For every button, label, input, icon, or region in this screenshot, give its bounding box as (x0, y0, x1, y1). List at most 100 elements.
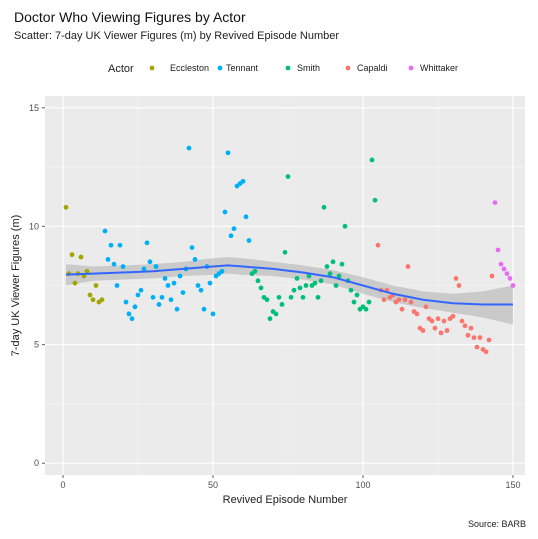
y-axis-label: 7-day UK Viewer Figures (m) (10, 215, 22, 357)
point-tennant (102, 228, 108, 234)
point-smith (285, 174, 291, 179)
legend-label-capaldi: Capaldi (357, 63, 388, 73)
point-eccleston (87, 292, 93, 298)
point-tennant (129, 316, 135, 322)
point-capaldi (381, 297, 387, 303)
point-smith (336, 273, 342, 279)
point-tennant (222, 209, 228, 215)
point-capaldi (459, 318, 465, 324)
point-tennant (201, 306, 207, 312)
point-tennant (141, 266, 147, 272)
point-capaldi (465, 332, 471, 338)
point-tennant (219, 268, 225, 274)
legend-label-tennant: Tennant (226, 63, 259, 73)
x-tick-label: 50 (208, 480, 218, 490)
point-tennant (150, 294, 156, 300)
point-smith (291, 287, 297, 293)
point-smith (282, 249, 288, 255)
point-capaldi (435, 316, 441, 322)
legend-label-smith: Smith (297, 63, 320, 73)
point-smith (300, 294, 306, 300)
x-tick-label: 150 (505, 480, 520, 490)
x-axis-label: Revived Episode Number (223, 494, 348, 506)
point-tennant (210, 311, 216, 317)
point-smith (327, 271, 333, 277)
chart-caption: Source: BARB (467, 519, 526, 529)
point-capaldi (441, 318, 447, 324)
point-capaldi (489, 273, 495, 279)
point-tennant (243, 214, 249, 220)
point-tennant (144, 240, 150, 246)
point-smith (315, 294, 321, 300)
point-capaldi (438, 330, 444, 336)
point-capaldi (429, 318, 435, 324)
point-capaldi (468, 325, 474, 331)
point-eccleston (72, 280, 78, 286)
smooth-ribbon (66, 257, 513, 325)
point-tennant (192, 257, 198, 262)
point-capaldi (453, 275, 459, 281)
point-capaldi (399, 306, 405, 312)
point-eccleston (78, 254, 84, 260)
point-eccleston (84, 268, 90, 274)
point-tennant (198, 287, 204, 293)
point-smith (321, 204, 327, 210)
point-tennant (231, 226, 237, 232)
y-tick-label: 5 (34, 340, 39, 350)
point-tennant (228, 233, 234, 239)
point-eccleston (63, 204, 69, 210)
point-tennant (165, 283, 171, 288)
point-eccleston (90, 297, 96, 303)
point-smith (324, 264, 330, 269)
point-tennant (240, 178, 246, 184)
point-tennant (189, 245, 195, 251)
point-capaldi (432, 325, 438, 331)
point-tennant (105, 257, 111, 262)
point-smith (351, 299, 357, 305)
point-tennant (246, 238, 252, 243)
point-tennant (138, 287, 144, 293)
chart-subtitle: Scatter: 7-day UK Viewer Figures (m) by … (14, 30, 340, 42)
point-smith (294, 275, 300, 281)
point-tennant (147, 259, 153, 265)
legend-title: Actor (108, 63, 134, 75)
point-tennant (135, 292, 141, 298)
point-capaldi (483, 349, 489, 355)
point-capaldi (414, 311, 420, 317)
point-capaldi (474, 344, 480, 350)
point-tennant (126, 311, 132, 317)
point-eccleston (93, 283, 99, 288)
point-tennant (162, 275, 168, 281)
point-whittaker (501, 266, 507, 272)
point-whittaker (510, 283, 516, 288)
point-tennant (114, 283, 120, 288)
legend-key-whittaker (408, 65, 414, 71)
point-smith (279, 302, 285, 307)
point-smith (363, 306, 369, 312)
legend-key-smith (285, 65, 291, 71)
point-tennant (159, 294, 165, 300)
point-smith (339, 261, 345, 267)
point-tennant (111, 261, 117, 267)
legend-label-whittaker: Whittaker (420, 63, 458, 73)
legend-label-eccleston: Eccleston (170, 63, 209, 73)
point-smith (333, 283, 339, 288)
point-capaldi (471, 335, 477, 341)
point-capaldi (456, 283, 462, 288)
point-capaldi (477, 335, 483, 341)
y-tick-label: 15 (29, 103, 39, 113)
point-tennant (153, 264, 159, 269)
point-capaldi (420, 328, 426, 333)
point-smith (354, 292, 360, 298)
point-tennant (120, 264, 126, 269)
point-capaldi (486, 337, 492, 343)
point-tennant (225, 150, 231, 156)
point-capaldi (375, 242, 381, 248)
point-capaldi (462, 323, 468, 329)
point-whittaker (495, 247, 501, 253)
point-smith (252, 268, 258, 274)
chart-title: Doctor Who Viewing Figures by Actor (14, 9, 246, 25)
point-smith (369, 157, 375, 163)
